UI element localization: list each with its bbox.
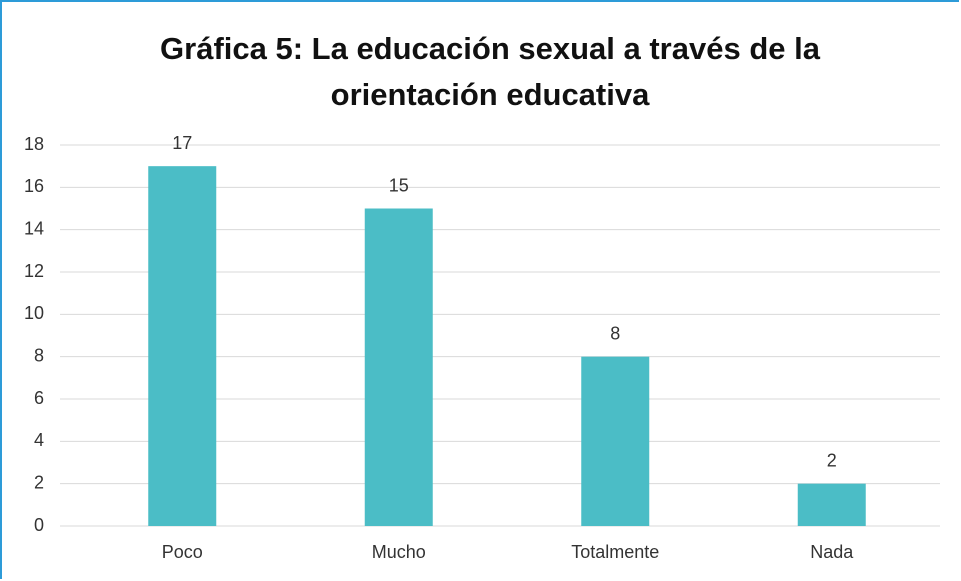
x-tick-label: Poco — [162, 542, 203, 562]
y-tick-label: 2 — [34, 472, 44, 492]
bar — [148, 166, 217, 526]
y-tick-label: 16 — [24, 176, 44, 196]
y-tick-label: 6 — [34, 388, 44, 408]
y-tick-label: 12 — [24, 261, 44, 281]
bar — [797, 483, 866, 526]
y-tick-label: 8 — [34, 345, 44, 365]
x-tick-label: Nada — [810, 542, 854, 562]
x-tick-label: Totalmente — [571, 542, 659, 562]
y-tick-label: 0 — [34, 515, 44, 535]
bar — [581, 356, 650, 526]
y-tick-label: 4 — [34, 430, 44, 450]
data-label: 17 — [172, 133, 192, 153]
x-tick-label: Mucho — [372, 542, 426, 562]
y-tick-label: 14 — [24, 218, 44, 238]
data-label: 8 — [610, 323, 620, 343]
y-tick-label: 18 — [24, 134, 44, 154]
data-label: 15 — [389, 175, 409, 195]
chart-title: Gráfica 5: La educación sexual a través … — [160, 31, 820, 112]
y-tick-label: 10 — [24, 303, 44, 323]
bar — [364, 208, 433, 526]
data-label: 2 — [827, 450, 837, 470]
